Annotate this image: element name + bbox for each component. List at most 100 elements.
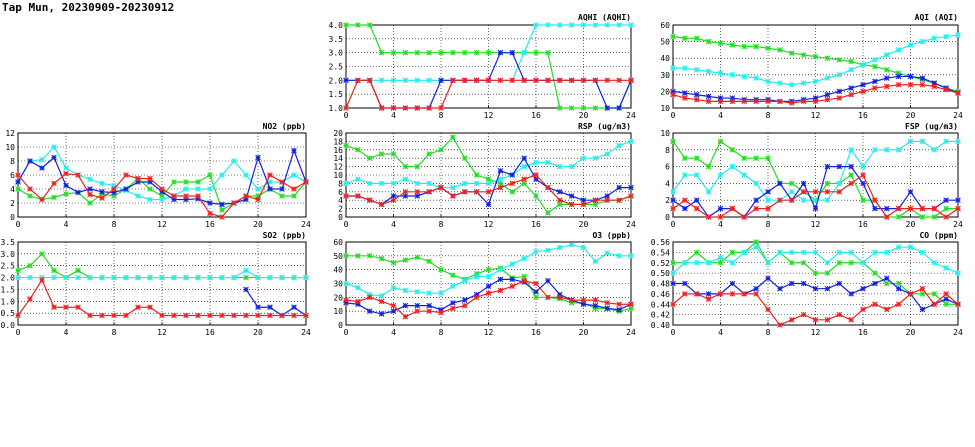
aqhi-ytick-label: 3.5 [329,35,344,44]
so2-red-point [111,312,117,319]
o3-ytick-label: 0 [338,321,343,330]
fsp-green-point [717,138,724,145]
rsp-green-point [497,180,504,187]
o3-green-point [485,266,492,273]
no2-blue-point [279,186,285,192]
fsp-xtick-label: 16 [858,220,868,229]
o3-blue-point [461,297,468,303]
aqi-blue-point [693,91,700,98]
aqhi-red-point [390,105,397,111]
rsp-red-point [485,189,492,195]
fsp-blue-point [907,189,914,195]
rsp-green-point [545,210,551,216]
aqi-xtick-label: 4 [718,111,723,120]
no2-cyan-point [291,172,297,178]
co-green-point [693,249,700,256]
o3-cyan-point [355,284,361,291]
o3-cyan-point [604,250,611,256]
o3-blue-point [414,302,421,309]
aqi-ytick-label: 20 [660,87,670,96]
co-cyan-point [895,244,902,250]
co-red-point [895,301,902,308]
aqhi-green-point [390,49,397,56]
co-blue-point [872,280,878,287]
aqi-red-point [943,86,949,93]
so2-red-point [231,312,237,319]
o3-red-point [355,298,361,305]
aqhi-cyan-point [402,77,409,84]
aqi-cyan-point [919,38,926,45]
co-cyan-point [883,249,890,256]
co-red-point [812,317,819,323]
fsp-blue-point [955,197,961,203]
aqi-cyan-point [955,32,961,38]
aqhi-ytick-label: 1.0 [329,104,344,113]
o3-red-point [509,283,516,290]
aqhi-xtick-label: 8 [439,111,444,120]
aqhi-ytick-label: 2.0 [329,76,344,85]
no2-cyan-point [219,172,225,178]
fsp-cyan-point [788,189,795,195]
so2-red-point [147,304,153,311]
o3-cyan-point [509,261,516,267]
co-xtick-label: 16 [858,328,868,337]
so2-red-point [243,312,249,319]
so2-red-point [15,312,21,319]
so2-red-point [159,312,165,319]
so2-xtick-label: 16 [205,328,215,337]
rsp-xtick-label: 0 [344,220,349,229]
fsp-cyan-point [907,138,914,145]
fsp-blue-point [753,197,759,203]
so2-cyan-point [147,274,153,281]
o3-red-point [485,290,492,296]
fsp-ytick-label: 4 [665,179,670,188]
o3-title: O3 (ppb) [592,231,631,240]
aqi-xtick-label: 20 [906,111,916,120]
rsp-cyan-point [580,155,587,161]
fsp-red-point [836,189,843,195]
fsp-green-point [788,180,795,187]
so2-blue-point [291,304,297,311]
aqi-cyan-point [943,33,949,40]
aqi-red-point [741,98,748,105]
no2-title: NO2 (ppb) [263,122,306,131]
rsp-red-point [521,176,527,182]
rsp-ytick-label: 4 [338,196,343,205]
rsp-cyan-point [473,180,480,187]
rsp-cyan-point [628,138,634,145]
rsp-green-point [366,155,373,161]
aqi-cyan-point [705,68,712,75]
o3-cyan-point [556,244,563,251]
aqhi-red-point [533,77,539,84]
co-xtick-label: 24 [953,328,963,337]
aqi-cyan-point [729,72,736,78]
aqi-cyan-point [765,78,771,85]
fsp-xtick-label: 20 [906,220,916,229]
fsp-blue-point [800,180,807,187]
co-red-point [943,291,949,297]
co-xtick-label: 4 [718,328,723,337]
co-blue-point [824,285,831,292]
so2-blue-point [243,286,249,293]
rsp-red-point [580,201,587,208]
fsp-ytick-label: 6 [665,163,670,172]
aqi-red-point [883,83,890,90]
aqi-red-point [848,91,854,98]
rsp-ytick-label: 18 [333,137,343,146]
fsp-green-point [943,205,949,212]
aqhi-green-point [533,49,539,56]
so2-cyan-point [159,274,165,281]
aqi-cyan-point [860,62,866,68]
no2-ytick-label: 0 [10,213,15,222]
o3-cyan-point [485,273,492,280]
so2-red-point [99,312,105,319]
so2-ytick-label: 2.5 [1,262,16,271]
aqi-red-point [860,88,866,95]
co-blue-point [860,285,866,292]
aqhi-red-point [438,105,444,111]
aqi-cyan-point [812,78,819,85]
aqi-cyan-point [753,75,759,81]
o3-red-point [545,294,551,301]
rsp-red-point [509,180,516,187]
no2-ytick-label: 12 [5,129,15,138]
